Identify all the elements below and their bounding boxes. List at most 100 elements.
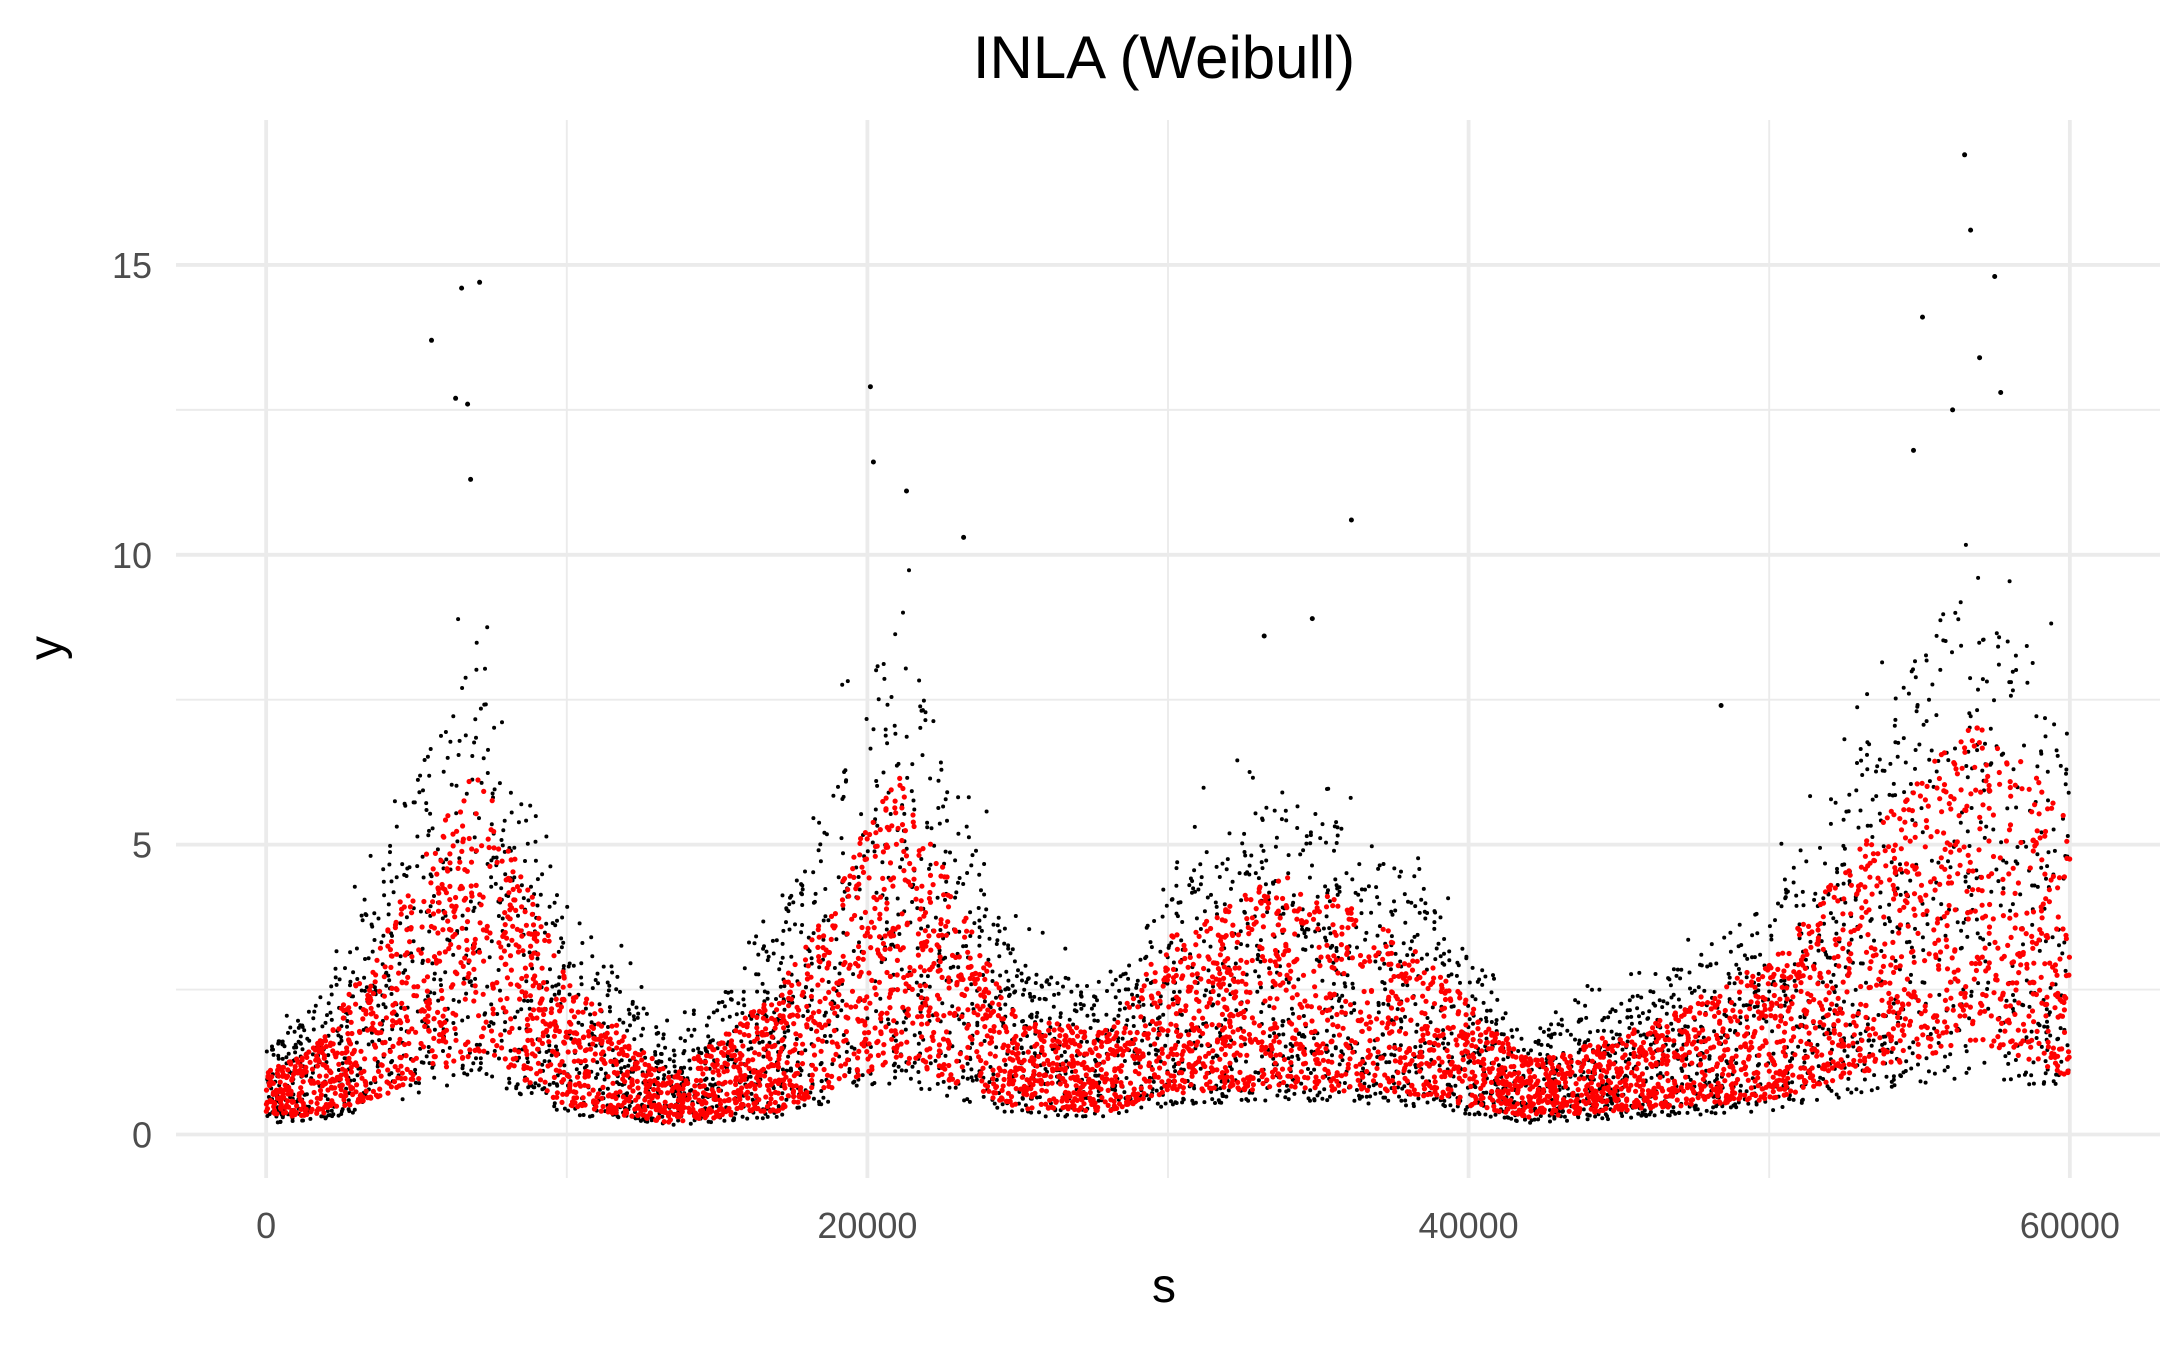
data-point [1092,994,1096,998]
data-point [1821,980,1825,984]
data-point [2024,1071,2028,1075]
data-point [732,1118,736,1122]
data-point [1024,964,1028,968]
data-point [1383,987,1387,991]
data-point [2007,1051,2011,1055]
data-point [730,998,734,1002]
data-point [471,967,476,972]
data-point [1101,1114,1105,1118]
data-point [516,914,520,918]
data-point [840,836,844,840]
data-point [1890,860,1894,864]
data-point [1239,898,1243,902]
data-point [2013,912,2018,917]
data-point [777,1104,781,1108]
data-point [1516,1070,1521,1075]
data-point [1442,963,1446,967]
data-point [1921,935,1925,939]
data-point [1403,1099,1407,1103]
data-point [418,774,422,778]
data-point [1391,913,1395,917]
data-point [1930,749,1934,753]
data-point [817,821,821,825]
data-point [1413,1002,1417,1006]
data-point [2066,1043,2070,1047]
data-point [1033,1051,1037,1055]
data-point [432,1076,436,1080]
data-point [876,664,880,668]
data-point [735,1012,739,1016]
data-point [1964,543,1968,547]
data-point [983,1039,987,1043]
data-point [1860,773,1864,777]
data-point [1429,1020,1433,1024]
data-point [486,748,490,752]
data-point [1075,1114,1079,1118]
data-point [548,905,552,909]
data-point [1381,1032,1385,1036]
data-point [1712,1029,1716,1033]
data-point [683,1010,687,1014]
data-point [1207,968,1211,972]
data-point [948,1086,952,1090]
data-point [1202,1100,1206,1104]
data-point [1975,876,1979,880]
data-point [536,916,541,921]
data-point [1672,967,1676,971]
data-point [1416,856,1420,860]
data-point [1561,1110,1565,1114]
data-point [433,1028,437,1032]
data-point [956,1006,961,1011]
outlier-point [961,535,966,540]
data-point [943,898,947,902]
data-point [1888,762,1892,766]
data-point [2017,1074,2021,1078]
data-point [967,795,971,799]
data-point [1376,867,1380,871]
data-point [1746,1102,1750,1106]
data-point [1478,1032,1483,1037]
data-point [1330,1015,1334,1019]
data-point [2013,999,2017,1003]
data-point [1783,878,1787,882]
data-point [1915,872,1920,877]
data-point [1729,950,1733,954]
data-point [330,1018,334,1022]
data-point [703,1078,707,1082]
data-point [2044,877,2048,881]
data-point [1063,1115,1067,1119]
data-point [1002,1077,1007,1082]
data-point [1234,946,1238,950]
data-point [1679,968,1683,972]
data-point [2021,1003,2025,1007]
data-point [1510,1035,1514,1039]
data-point [1329,931,1333,935]
data-point [1872,939,1876,943]
data-point [1843,1049,1847,1053]
data-point [1252,1020,1257,1025]
data-point [1588,1030,1592,1034]
data-point [2036,937,2041,942]
data-point [692,1028,696,1032]
data-point [1697,985,1701,989]
data-point [1196,888,1200,892]
data-point [1894,697,1898,701]
data-point [1190,891,1194,895]
data-point [1994,868,1998,872]
data-point [1019,1038,1023,1042]
data-point [1190,1099,1194,1103]
data-point [1451,1108,1455,1112]
data-point [1850,938,1854,942]
data-point [756,953,760,957]
data-point [1355,946,1359,950]
data-point [1728,976,1732,980]
data-point [945,819,949,823]
data-point [826,990,831,995]
data-point [413,1068,417,1072]
data-point [2056,754,2060,758]
data-point [1787,1097,1791,1101]
data-point [1872,1073,1876,1077]
data-point [1522,1048,1526,1052]
data-point [753,941,757,945]
data-point [859,812,863,816]
